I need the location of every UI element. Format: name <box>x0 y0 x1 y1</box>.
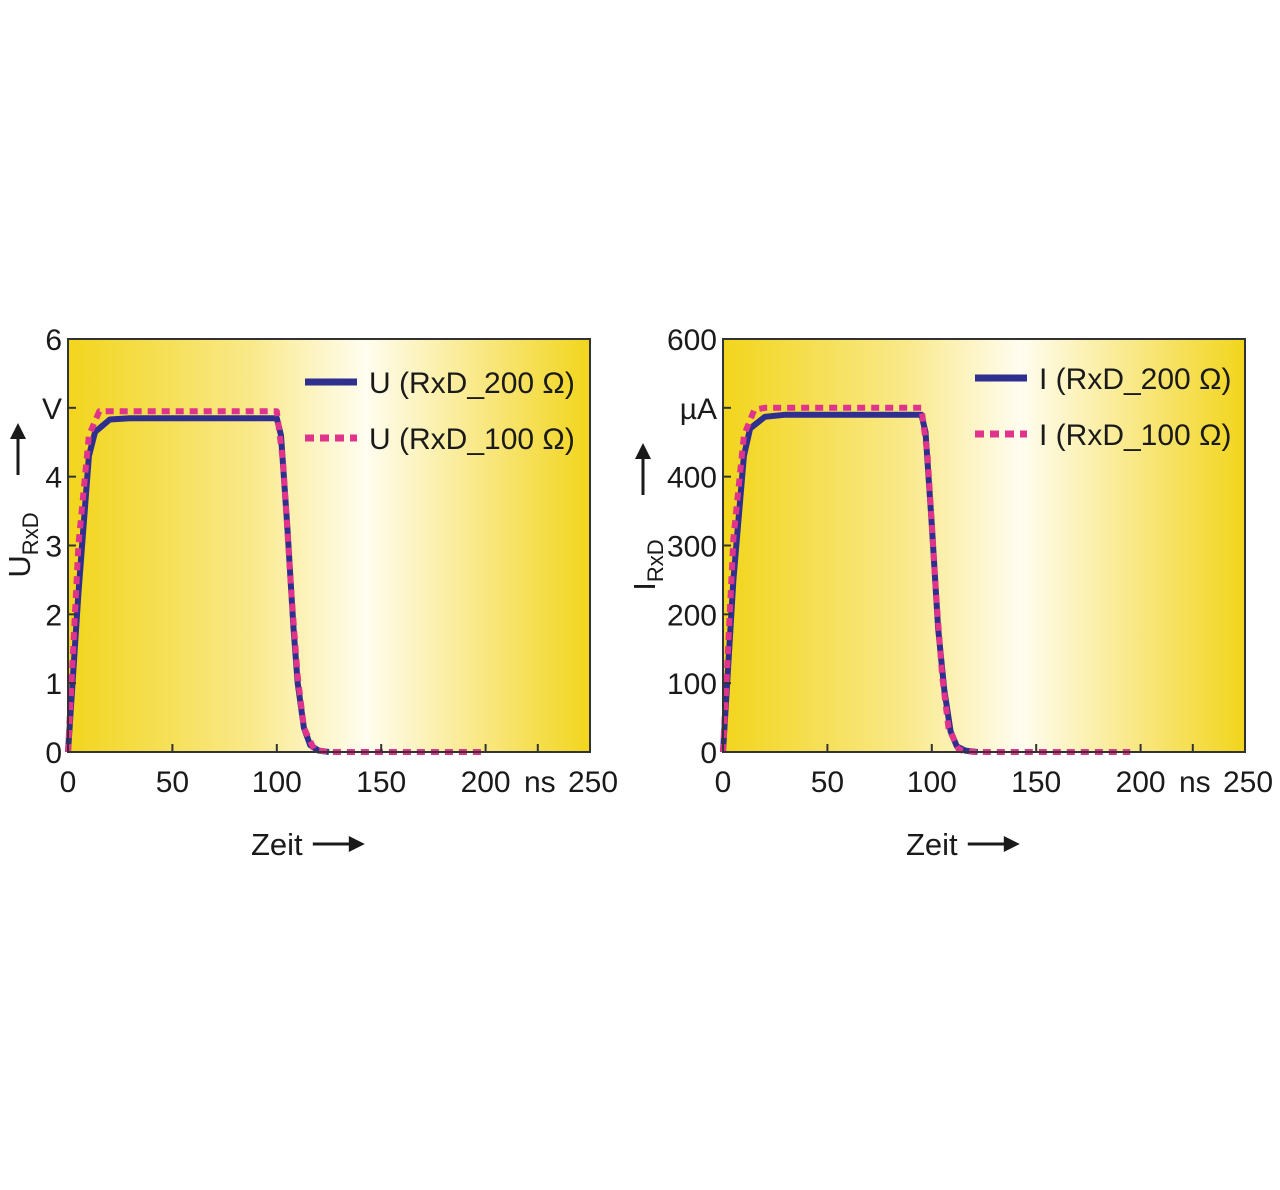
y-axis-label: IRxD <box>627 539 668 590</box>
y-tick-label: 6 <box>45 324 62 357</box>
plot-area <box>68 339 590 752</box>
series-line-100-ohm <box>720 404 1131 755</box>
x-tick-label: 200 <box>1116 766 1166 799</box>
y-axis-label-group: IRxD <box>627 539 668 590</box>
y-tick-label: 100 <box>667 668 717 701</box>
y-tick-label: 400 <box>667 462 717 495</box>
y-axis-label-group: URxD <box>2 512 43 577</box>
x-tick-label: 0 <box>715 766 732 799</box>
y-axis-arrowhead <box>635 443 651 459</box>
y-tick-label: 600 <box>667 324 717 357</box>
y-tick-label: 200 <box>667 599 717 632</box>
y-tick-label: 1 <box>45 668 62 701</box>
x-tick-label: 50 <box>811 766 844 799</box>
x-axis-arrowhead <box>1003 836 1020 852</box>
y-tick-label: 0 <box>700 737 717 770</box>
current-chart: 0 100 200 300 400 600 µA 0 50 100 150 200 250 ns Zeit I… <box>627 324 1273 862</box>
x-unit-label: ns <box>1179 766 1211 799</box>
legend-label: I (RxD_100 Ω) <box>1039 419 1231 452</box>
y-tick-label: 0 <box>45 737 62 770</box>
x-tick-label: 50 <box>156 766 189 799</box>
x-tick-label: 250 <box>1223 766 1273 799</box>
legend-label: I (RxD_200 Ω) <box>1039 363 1231 396</box>
legend-label: U (RxD_200 Ω) <box>369 367 575 400</box>
legend-label: U (RxD_100 Ω) <box>369 423 575 456</box>
y-tick-label: 2 <box>45 599 62 632</box>
x-unit-label: ns <box>524 766 556 799</box>
x-tick-label: 150 <box>1011 766 1061 799</box>
x-axis-label: Zeit <box>906 827 958 862</box>
x-tick-label: 250 <box>568 766 618 799</box>
x-tick-label: 200 <box>461 766 511 799</box>
x-tick-label: 150 <box>356 766 406 799</box>
x-axis-label: Zeit <box>251 827 303 862</box>
y-unit-label: V <box>42 393 62 426</box>
x-tick-label: 0 <box>60 766 77 799</box>
x-tick-label: 100 <box>907 766 957 799</box>
voltage-chart: 0 1 2 3 4 6 V 0 50 100 150 200 250 ns Zeit URxD U (RxD_2… <box>2 324 618 862</box>
y-tick-label: 300 <box>667 531 717 564</box>
y-axis-arrowhead <box>10 423 26 439</box>
x-tick-label: 100 <box>252 766 302 799</box>
y-tick-label: 3 <box>45 531 62 564</box>
y-tick-label: 4 <box>45 462 62 495</box>
x-axis-arrowhead <box>348 836 365 852</box>
y-axis-label: URxD <box>2 512 43 577</box>
plot-area <box>723 339 1245 752</box>
y-unit-label: µA <box>680 393 717 426</box>
